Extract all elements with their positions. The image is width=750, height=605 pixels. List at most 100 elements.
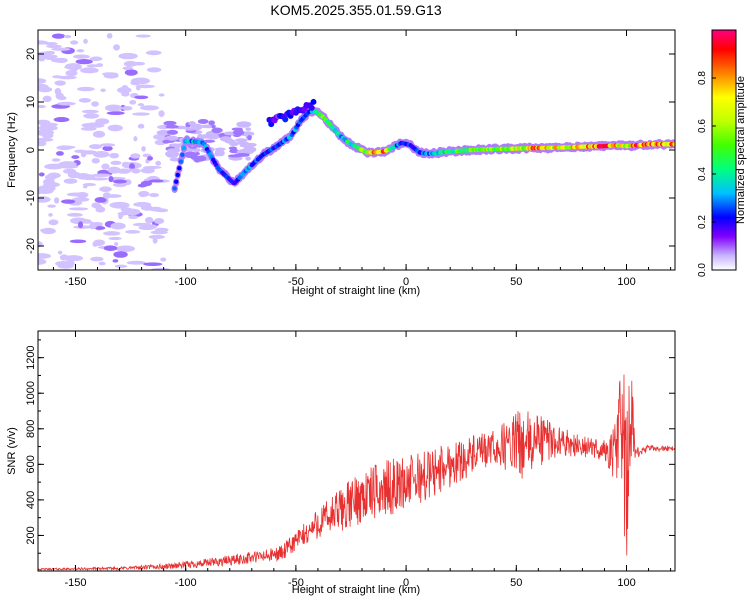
noise-speckle [118,52,138,60]
noise-speckle [148,192,160,198]
noise-speckle [70,217,87,225]
noise-speckle [42,95,52,103]
noise-speckle [86,64,100,68]
noise-speckle [110,160,122,166]
noise-speckle [78,221,84,229]
noise-speckle [67,212,83,217]
noise-speckle [114,242,119,246]
spectrogram-x-tick-label: -100 [175,276,197,288]
noise-speckle [65,69,78,77]
scatter-cluster [195,155,207,162]
noise-speckle [38,140,47,147]
scatter-cluster [162,139,171,144]
snr-series-line [38,374,675,571]
noise-speckle [38,119,51,125]
noise-speckle [51,158,61,162]
noise-speckle [56,101,76,106]
noise-speckle [38,105,46,109]
ridge-cell [175,172,180,178]
noise-speckle [38,137,54,142]
scatter-cluster [228,154,243,158]
noise-speckle [39,228,51,233]
noise-speckle [89,56,103,62]
noise-speckle [106,32,113,39]
noise-speckle [132,112,150,116]
colorbar-tick-label: 0.4 [697,167,708,181]
noise-speckle [44,55,55,60]
noise-speckle [47,204,56,208]
snr-y-tick-label: 200 [25,526,37,544]
noise-speckle [54,57,68,63]
noise-speckle [117,86,132,94]
noise-speckle [115,245,135,253]
ridge-cell [177,166,182,171]
spectrogram-y-tick-label: -20 [25,238,37,254]
scatter-cluster [211,127,223,134]
scatter-cluster [211,124,216,129]
scatter-cluster [184,127,197,131]
noise-speckle [51,47,71,51]
noise-speckle [96,63,104,68]
noise-speckle [109,152,120,159]
noise-speckle [129,163,135,170]
noise-speckle [135,34,151,38]
noise-speckle [47,172,61,179]
noise-speckle [60,199,76,204]
scatter-cluster [247,135,252,141]
scatter-cluster [228,146,238,150]
noise-speckle [113,251,128,258]
noise-speckle [155,160,162,166]
colorbar-frame [711,29,737,271]
scatter-cluster [236,141,250,146]
colorbar-scale [712,30,736,270]
spectrogram-y-tick-label: 0 [25,147,37,153]
snr-y-tick-label: 600 [25,455,37,473]
noise-speckle [121,208,141,216]
scatter-cluster [236,149,250,154]
snr-frame [37,330,676,572]
noise-speckle [66,192,87,197]
ridge-cell [178,159,184,164]
noise-speckle [108,176,114,183]
noise-speckle [88,144,102,150]
scatter-cluster [188,121,196,126]
scatter-cluster [229,141,239,147]
noise-speckle [57,250,63,255]
noise-speckle [80,126,97,131]
noise-speckle [112,179,128,184]
noise-speckle [94,226,106,230]
colorbar-tick-label: 0.0 [697,263,708,277]
noise-speckle [91,173,112,178]
noise-speckle [128,215,139,220]
noise-speckle [38,125,58,131]
noise-speckle [64,35,72,39]
upper-branch-cell [282,116,289,123]
snr-x-label: Height of straight line (km) [292,584,420,596]
scatter-cluster [166,148,181,153]
scatter-cluster [208,120,215,126]
noise-speckle [107,124,123,132]
spectrogram-x-tick-label: -50 [288,276,304,288]
noise-speckle [48,219,59,226]
noise-speckle [94,197,107,203]
noise-speckle [140,105,159,111]
noise-speckle [80,67,99,74]
scatter-cluster [182,151,199,158]
noise-speckle [138,190,150,197]
noise-speckle [154,218,165,224]
noise-speckle [51,33,66,39]
spectrogram-x-tick-label: -150 [64,276,86,288]
noise-speckle [145,50,162,56]
snr-x-tick-label: 100 [617,577,635,589]
noise-speckle [90,221,104,227]
noise-speckle [81,174,96,181]
upper-branch-cell [310,98,317,105]
spectrogram-x-tick-label: 100 [617,276,635,288]
noise-speckle [54,80,66,86]
noise-speckle [57,75,77,80]
spectrogram-y-tick-label: 20 [25,48,37,60]
noise-speckle [56,151,64,156]
noise-speckle [98,261,106,266]
